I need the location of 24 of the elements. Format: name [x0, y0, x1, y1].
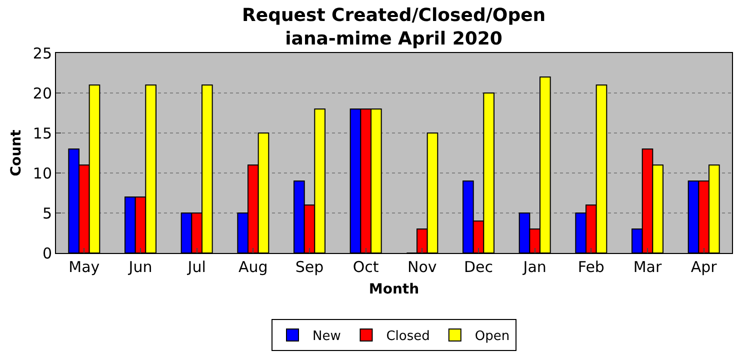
x-tick-label: Dec [464, 258, 494, 276]
x-tick-label: Jun [128, 258, 152, 276]
x-tick-label: Apr [690, 258, 718, 276]
x-tick-label: May [68, 258, 100, 276]
y-tick-label: 15 [32, 124, 52, 142]
y-tick-label: 20 [32, 84, 52, 102]
x-tick-label: Jul [186, 258, 206, 276]
y-tick-label: 25 [32, 44, 52, 62]
x-tick-label: Feb [578, 258, 604, 276]
chart-title: Request Created/Closed/Open iana-mime April 2020 [242, 5, 546, 50]
x-tick-label: Jan [522, 258, 546, 276]
x-tick-label: Mar [633, 258, 662, 276]
x-tick-label: Nov [408, 258, 437, 276]
x-axis-title: Month [368, 281, 420, 298]
y-axis-title: Count [8, 129, 25, 176]
x-tick-label: Sep [295, 258, 324, 276]
y-tick-label: 5 [42, 204, 52, 222]
y-tick-label: 0 [42, 244, 52, 262]
x-tick-label: Oct [352, 258, 379, 276]
legend-label: Closed [386, 329, 430, 344]
y-tick-label: 10 [32, 164, 52, 182]
legend-label: Open [474, 329, 510, 344]
x-tick-label: Aug [238, 258, 268, 276]
legend-label: New [312, 329, 342, 344]
